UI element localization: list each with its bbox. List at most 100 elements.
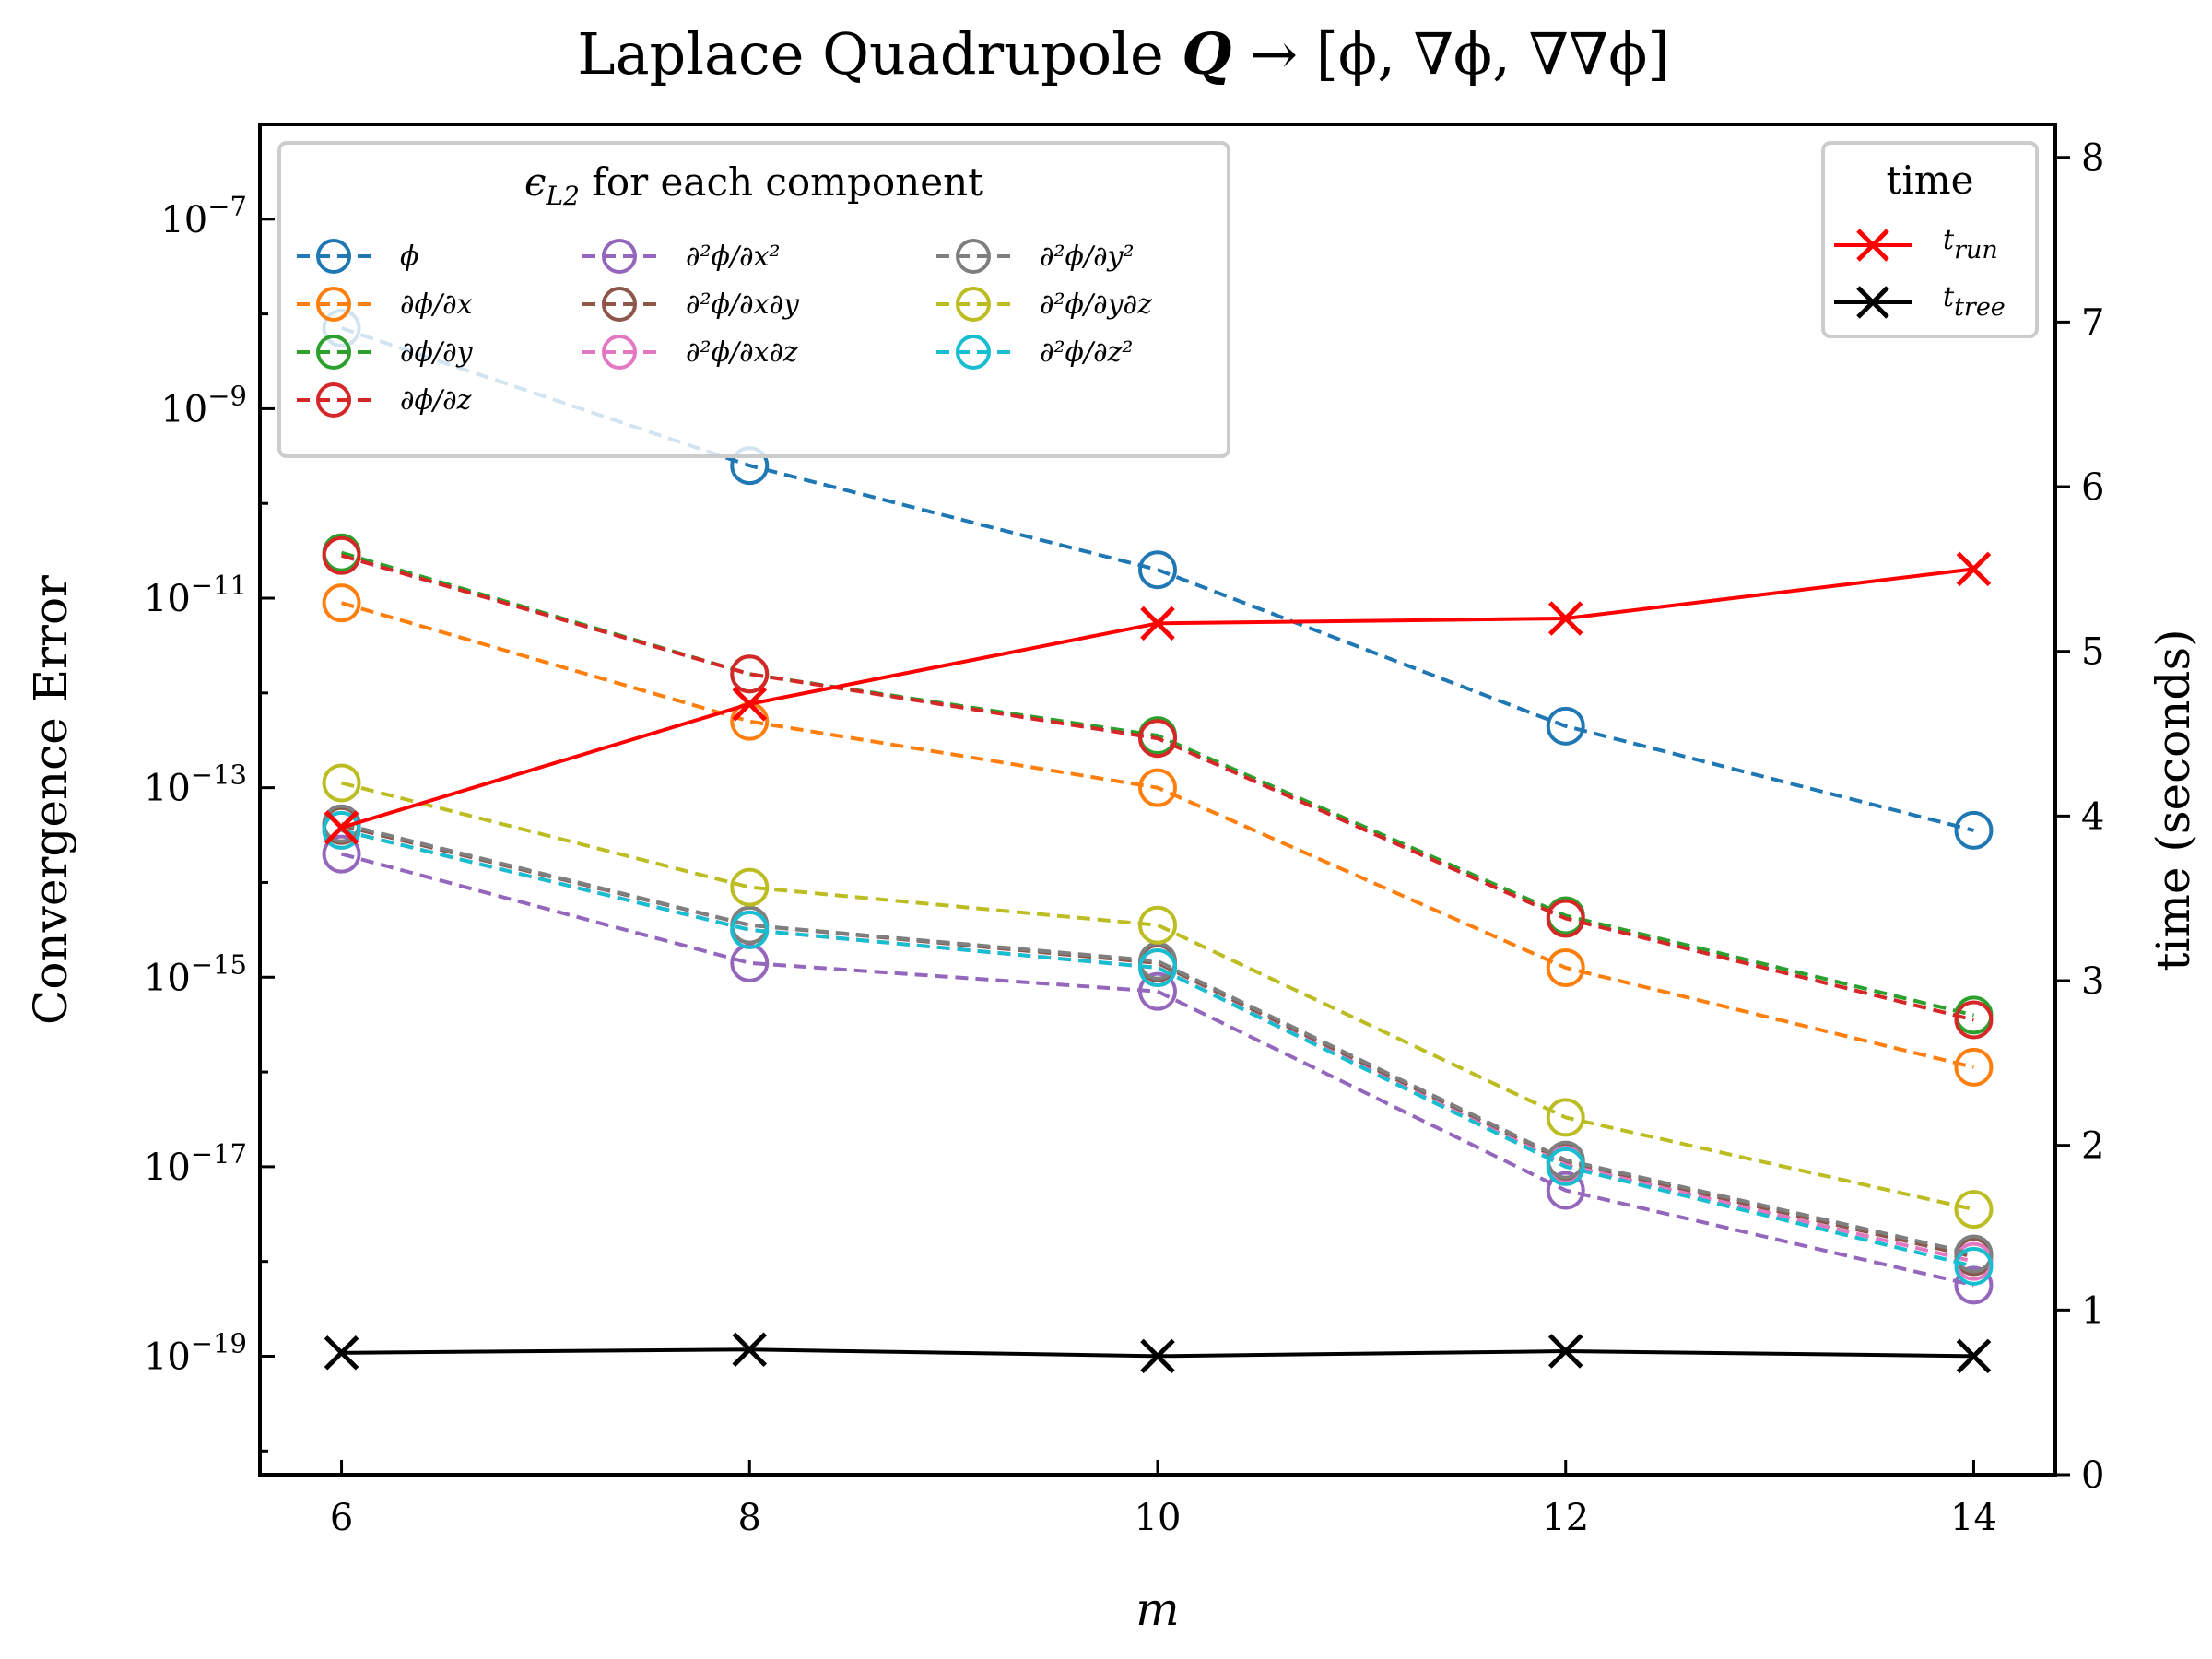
- error-data-point: [730, 910, 770, 949]
- error-data-point: [1546, 899, 1585, 938]
- error-data-point: [1546, 706, 1585, 746]
- time-data-point: [1547, 1334, 1583, 1369]
- time-data-point: [1140, 1338, 1175, 1374]
- error-data-point: [1546, 947, 1585, 987]
- error-data-point: [1138, 768, 1177, 807]
- marker-stroke: [1956, 1338, 1992, 1374]
- y2-tick-label: 0: [2081, 1454, 2104, 1497]
- time-data-point: [1547, 601, 1583, 636]
- y-tick-base: 10: [144, 957, 191, 999]
- y-tick-label: 10−11: [144, 570, 247, 620]
- error-data-point: [1546, 1147, 1585, 1186]
- plot-area: [322, 309, 1994, 1374]
- error-legend-title: ϵL2 for each component: [524, 159, 983, 211]
- error-series-line: [340, 553, 1974, 1022]
- y2-tick-label: 6: [2081, 466, 2104, 509]
- marker-stroke: [324, 810, 359, 845]
- error-legend-label: ∂²ϕ/∂z²: [1040, 336, 1133, 369]
- error-series-line: [340, 550, 1974, 1018]
- y2-tick-label: 4: [2081, 795, 2104, 838]
- error-data-point: [322, 763, 361, 803]
- legend-marker-sample: [956, 239, 991, 274]
- error-legend-label: ∂²ϕ/∂y∂z: [1040, 288, 1152, 321]
- error-legend-item: ∂²ϕ/∂x²: [582, 239, 781, 274]
- time-legend-symbol: t: [1943, 281, 1955, 313]
- x-tick-label: 6: [330, 1497, 353, 1539]
- legend-marker-sample: [956, 287, 991, 322]
- error-series-line: [341, 852, 1974, 1288]
- axes: 6 8 10 12 1410−710−910−1110−1310−1510−1710−1…: [144, 137, 2105, 1539]
- time-data-point: [732, 687, 768, 722]
- error-data-point: [322, 810, 361, 850]
- time-data-point: [324, 810, 359, 845]
- y-tick-label: 10−13: [144, 759, 247, 810]
- error-legend-item: ϕ: [297, 239, 418, 274]
- legend-marker-sample: [602, 239, 637, 274]
- marker-stroke: [1140, 1338, 1175, 1374]
- error-data-point: [730, 943, 770, 982]
- marker-stroke: [1856, 229, 1889, 262]
- y2-axis-title: time (seconds): [2147, 629, 2200, 971]
- error-legend-item: ∂ϕ/∂y: [297, 335, 474, 370]
- error-data-point: [1138, 971, 1177, 1011]
- y2-tick-label: 2: [2081, 1125, 2104, 1168]
- error-legend-item: ∂²ϕ/∂y∂z: [936, 287, 1152, 322]
- y-tick-base: 10: [144, 768, 191, 810]
- error-series-line: [340, 601, 1974, 1069]
- y-tick-base: 10: [144, 1335, 191, 1378]
- time-data-point: [1956, 1338, 1992, 1374]
- time-legend-item: ttree: [1834, 281, 2006, 322]
- time-data-point: [1140, 606, 1175, 641]
- y-tick-exponent: −13: [191, 759, 247, 791]
- y-tick-base: 10: [160, 199, 207, 241]
- y-tick-label: 10−19: [144, 1327, 247, 1378]
- time-legend-title: time: [1887, 158, 1974, 203]
- error-legend: ϵL2 for each component ϕ ∂ϕ/∂x ∂ϕ/∂y ∂ϕ/∂z ∂…: [277, 141, 1230, 458]
- error-data-point: [1138, 719, 1177, 759]
- y-tick-exponent: −17: [191, 1138, 247, 1170]
- y2-tick-label: 8: [2081, 137, 2104, 180]
- time-data-point: [1956, 551, 1992, 587]
- y-tick-exponent: −9: [207, 380, 247, 411]
- error-data-point: [1546, 1098, 1585, 1137]
- y-tick-label: 10−7: [160, 191, 247, 241]
- time-legend-symbol: t: [1943, 224, 1955, 256]
- legend-marker-sample: [956, 335, 991, 370]
- y2-tick-label: 3: [2081, 960, 2104, 1003]
- marker-stroke: [1547, 601, 1583, 636]
- legend-marker-sample: [316, 335, 351, 370]
- marker-stroke: [324, 1335, 359, 1371]
- error-data-point: [1954, 1265, 1994, 1305]
- error-legend-item: ∂²ϕ/∂x∂z: [582, 335, 798, 370]
- error-legend-item: ∂ϕ/∂z: [297, 382, 472, 418]
- y-tick-base: 10: [144, 1147, 191, 1189]
- error-data-point: [1138, 905, 1177, 945]
- error-data-point: [1954, 1246, 1994, 1286]
- y-tick-exponent: −7: [207, 191, 247, 222]
- error-series-line: [341, 821, 1974, 1256]
- y2-tick-label: 5: [2081, 631, 2104, 674]
- time-data-point: [324, 1335, 359, 1371]
- legend-marker-sample: [1856, 286, 1889, 319]
- legend-marker-sample: [602, 335, 637, 370]
- error-data-point: [322, 834, 361, 874]
- time-legend-subscript: run: [1954, 236, 1998, 265]
- chart-title: Laplace Quadrupole Q → [ϕ, ∇ϕ, ∇∇ϕ]: [577, 20, 1669, 88]
- error-data-point: [1546, 1171, 1585, 1210]
- y-tick-base: 10: [160, 388, 207, 430]
- marker-stroke: [732, 687, 768, 722]
- time-legend-box: [1821, 141, 2039, 338]
- error-data-point: [1954, 1000, 1994, 1040]
- error-legend-item: ∂ϕ/∂x: [297, 287, 473, 322]
- error-data-point: [1954, 810, 1994, 850]
- error-series-line: [341, 828, 1974, 1268]
- marker-stroke: [1956, 551, 1992, 587]
- error-legend-label: ∂ϕ/∂y: [400, 336, 474, 369]
- marker-stroke: [1140, 606, 1175, 641]
- y-tick-exponent: −19: [191, 1327, 247, 1359]
- error-data-point: [1138, 947, 1177, 987]
- marker-stroke: [1856, 286, 1889, 319]
- error-series-line: [341, 828, 1974, 1264]
- error-data-point: [1954, 1234, 1994, 1274]
- time-legend-subscript: tree: [1954, 293, 2006, 322]
